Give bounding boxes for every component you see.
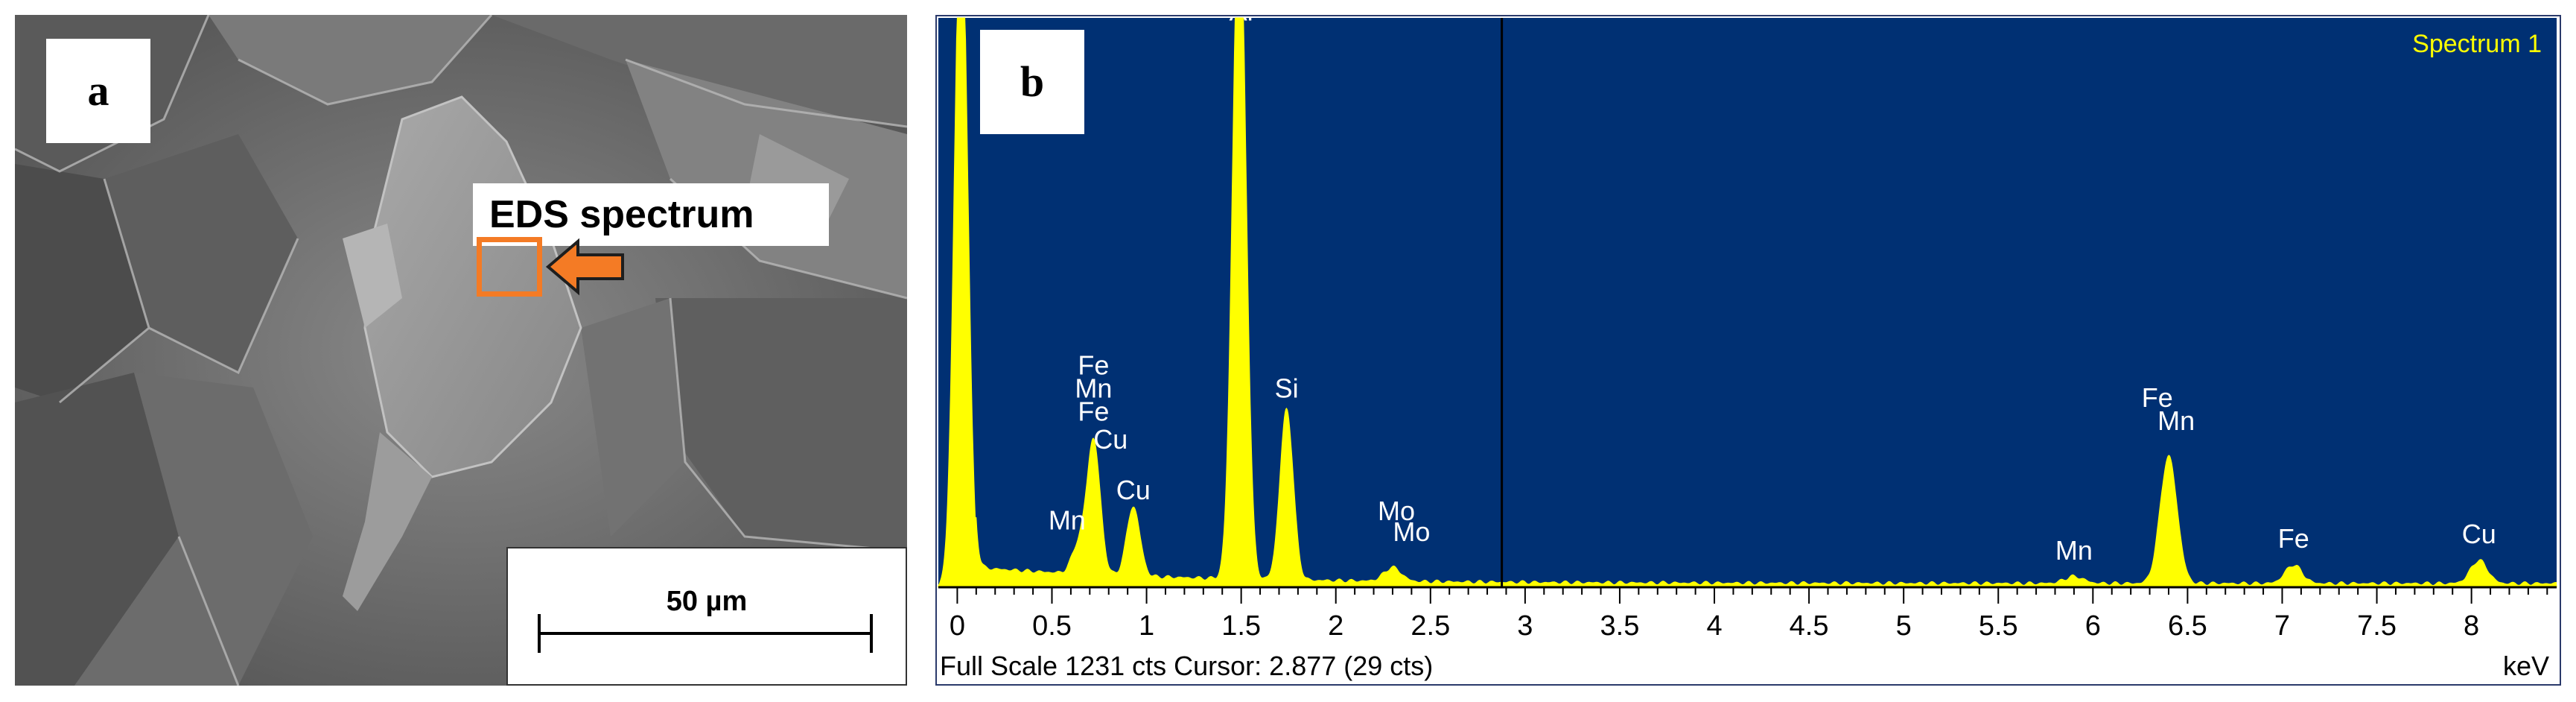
- scale-bar-label: 50 µm: [666, 586, 748, 617]
- peak-label: Cu: [1116, 475, 1151, 505]
- panel-label-a: a: [46, 39, 150, 143]
- sem-micrograph-image: [15, 15, 907, 686]
- peak-label: Mn: [1049, 505, 1086, 535]
- eds-spectrum-chart: 0 0.5 1 1.5 2 2.5 3 3.5 4 4.5 5 5.5 6 6.5 7 7.5 8 FeMnFe…: [938, 16, 2557, 681]
- x-tick-label: 1: [1139, 610, 1154, 642]
- peak-labels: FeMnFeCuMnCuAlSiMoMoMnFeMnFeCu: [1049, 16, 2496, 566]
- scale-bar: 50 µm: [506, 547, 907, 686]
- chart-footer: Full Scale 1231 cts Cursor: 2.877 (29 ct…: [940, 651, 1433, 681]
- x-tick-label: 3: [1517, 610, 1533, 642]
- peak-label: Si: [1275, 373, 1299, 404]
- x-tick-label: 6: [2085, 610, 2101, 642]
- x-tick-label: 7.5: [2357, 610, 2397, 642]
- spectrum-series: [938, 17, 2557, 588]
- x-tick-label: 0: [950, 610, 965, 642]
- x-tick-label: 5: [1896, 610, 1912, 642]
- x-tick-label: 2: [1328, 610, 1343, 642]
- peak-label: Mn: [2055, 535, 2093, 566]
- x-axis-label: keV: [2503, 651, 2549, 681]
- peak-label: Cu: [2462, 519, 2496, 549]
- peak-label: Mo: [1393, 516, 1430, 547]
- x-tick-label: 5.5: [1979, 610, 2018, 642]
- peak-label: Fe: [1078, 396, 1109, 427]
- x-tick-label: 3.5: [1600, 610, 1640, 642]
- chart-title: Spectrum 1: [2412, 30, 2542, 58]
- eds-spectrum-panel: 0 0.5 1 1.5 2 2.5 3 3.5 4 4.5 5 5.5 6 6.5 7 7.5 8 Fe Mn Fe…: [935, 15, 2561, 686]
- peak-label: Mo: [1378, 496, 1415, 526]
- x-tick-label: 4.5: [1790, 610, 1829, 642]
- x-tick-label: 2.5: [1411, 610, 1450, 642]
- x-tick-label: 0.5: [1032, 610, 1072, 642]
- plot-area: [938, 18, 2557, 587]
- x-axis-tick-labels: 0 0.5 1 1.5 2 2.5 3 3.5 4 4.5 5 5.5 6 6.5 7 7.5 8: [950, 610, 2479, 642]
- scale-bar-line: [539, 632, 871, 635]
- x-tick-label: 6.5: [2168, 610, 2207, 642]
- eds-spectrum-callout: EDS spectrum: [473, 183, 829, 246]
- peak-label: Fe: [2278, 523, 2309, 554]
- sem-micrograph-panel: a EDS spectrum 50 µm: [15, 15, 907, 686]
- scale-bar-tick-left: [538, 614, 541, 653]
- x-axis-ticks: [956, 587, 2548, 604]
- x-tick-label: 8: [2464, 610, 2479, 642]
- peak-label: Al: [1230, 16, 1253, 27]
- peak-label: Cu: [1093, 424, 1128, 455]
- scale-bar-tick-right: [870, 614, 873, 653]
- peak-label: Mn: [2157, 405, 2195, 436]
- x-tick-label: 4: [1706, 610, 1722, 642]
- x-tick-label: 1.5: [1221, 610, 1261, 642]
- peak-label: Fe: [1078, 350, 1109, 381]
- left-arrow-icon: [545, 238, 624, 296]
- x-tick-label: 7: [2274, 610, 2290, 642]
- panel-label-b: b: [980, 30, 1084, 134]
- peak-label: Fe: [2142, 382, 2173, 413]
- eds-analysis-region: [477, 237, 542, 297]
- peak-label: Mn: [1075, 373, 1112, 404]
